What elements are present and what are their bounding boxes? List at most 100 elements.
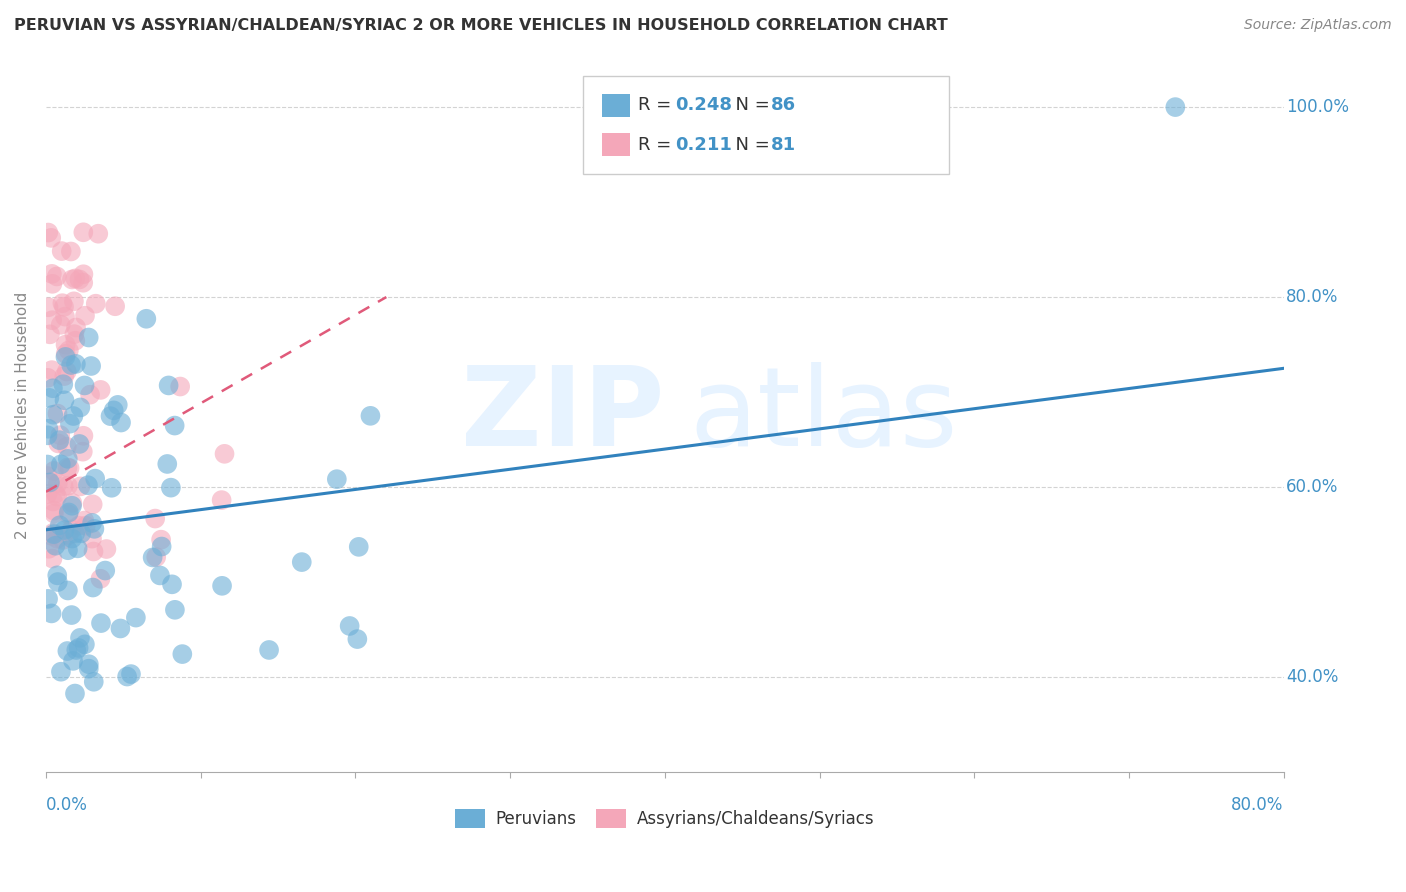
Point	[84, 296, 107, 310]
Point	[70, 526, 93, 541]
Point	[59, 461, 82, 475]
Point	[157, 378, 180, 392]
Text: 0.211: 0.211	[675, 136, 731, 153]
Point	[39, 327, 62, 342]
Text: 80.0%: 80.0%	[1232, 796, 1284, 814]
Point	[359, 409, 381, 423]
Point	[41, 267, 63, 281]
Point	[42, 381, 65, 395]
Point	[53, 523, 76, 537]
Point	[160, 481, 183, 495]
Point	[115, 669, 138, 683]
Point	[65, 357, 87, 371]
Point	[160, 577, 183, 591]
Point	[37, 428, 59, 442]
Point	[73, 637, 96, 651]
Point	[62, 409, 84, 423]
Point	[110, 416, 132, 430]
Y-axis label: 2 or more Vehicles in Household: 2 or more Vehicles in Household	[15, 293, 30, 540]
Point	[65, 320, 87, 334]
Point	[52, 533, 75, 547]
Point	[37, 371, 59, 385]
Point	[83, 674, 105, 689]
Point	[52, 377, 75, 392]
Point	[55, 347, 77, 361]
Point	[80, 359, 103, 373]
Point	[38, 391, 60, 405]
Point	[103, 403, 125, 417]
Point	[172, 647, 194, 661]
Point	[339, 619, 361, 633]
Point	[63, 526, 86, 541]
Point	[1164, 100, 1187, 114]
Point	[65, 643, 87, 657]
Point	[45, 486, 67, 500]
Point	[55, 364, 77, 378]
Point	[107, 398, 129, 412]
Point	[67, 640, 90, 655]
Point	[45, 269, 67, 284]
Point	[94, 564, 117, 578]
Text: N =: N =	[724, 96, 776, 114]
Point	[51, 296, 73, 310]
Point	[60, 358, 83, 372]
Text: 81: 81	[770, 136, 796, 153]
Point	[87, 227, 110, 241]
Point	[53, 393, 76, 408]
Point	[49, 665, 72, 679]
Point	[145, 550, 167, 565]
Text: ZIP: ZIP	[461, 362, 665, 469]
Point	[49, 458, 72, 472]
Point	[58, 507, 80, 521]
Point	[60, 532, 83, 546]
Text: R =: R =	[638, 136, 678, 153]
Text: PERUVIAN VS ASSYRIAN/CHALDEAN/SYRIAC 2 OR MORE VEHICLES IN HOUSEHOLD CORRELATION: PERUVIAN VS ASSYRIAN/CHALDEAN/SYRIAC 2 O…	[14, 18, 948, 33]
Point	[53, 300, 76, 314]
Point	[59, 244, 82, 259]
Point	[51, 244, 73, 258]
Point	[82, 581, 104, 595]
Text: 40.0%: 40.0%	[1286, 668, 1339, 686]
Point	[63, 687, 86, 701]
Point	[49, 428, 72, 442]
Point	[72, 444, 94, 458]
Text: N =: N =	[724, 136, 776, 153]
Point	[49, 518, 72, 533]
Point	[72, 429, 94, 443]
Point	[347, 540, 370, 554]
Point	[82, 544, 104, 558]
Point	[46, 436, 69, 450]
Point	[55, 337, 77, 351]
Text: R =: R =	[638, 96, 678, 114]
Point	[90, 616, 112, 631]
Point	[60, 499, 83, 513]
Point	[44, 539, 66, 553]
Point	[163, 603, 186, 617]
Point	[72, 276, 94, 290]
Point	[42, 507, 65, 521]
Point	[41, 551, 63, 566]
Point	[58, 505, 80, 519]
Text: 80.0%: 80.0%	[1286, 288, 1339, 306]
Point	[56, 451, 79, 466]
Point	[163, 418, 186, 433]
Text: 86: 86	[770, 96, 796, 114]
Text: 0.248: 0.248	[675, 96, 733, 114]
Point	[37, 422, 59, 436]
Point	[83, 522, 105, 536]
Point	[52, 479, 75, 493]
Point	[80, 532, 103, 546]
Point	[39, 475, 62, 490]
Point	[56, 543, 79, 558]
Point	[125, 610, 148, 624]
Point	[214, 447, 236, 461]
Point	[65, 271, 87, 285]
Point	[82, 516, 104, 530]
Text: Source: ZipAtlas.com: Source: ZipAtlas.com	[1244, 18, 1392, 32]
Text: 0.0%: 0.0%	[46, 796, 87, 814]
Point	[37, 469, 59, 483]
Point	[41, 363, 63, 377]
Point	[69, 437, 91, 451]
Point	[39, 231, 62, 245]
Point	[77, 657, 100, 672]
